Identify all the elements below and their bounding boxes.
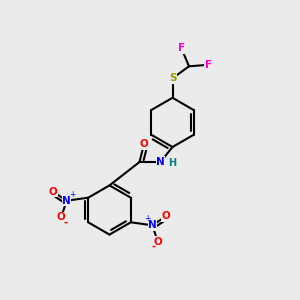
- Text: +: +: [144, 214, 150, 223]
- Text: S: S: [169, 73, 176, 83]
- Text: O: O: [57, 212, 66, 222]
- Text: O: O: [49, 187, 58, 197]
- Text: O: O: [161, 211, 170, 221]
- Text: O: O: [153, 237, 162, 247]
- Text: -: -: [152, 242, 156, 252]
- Text: N: N: [62, 196, 71, 206]
- Text: O: O: [140, 139, 148, 149]
- Text: N: N: [148, 220, 157, 230]
- Text: F: F: [178, 43, 185, 53]
- Text: F: F: [205, 60, 212, 70]
- Text: N: N: [156, 157, 165, 167]
- Text: H: H: [168, 158, 176, 169]
- Text: -: -: [63, 218, 67, 228]
- Text: +: +: [69, 190, 75, 199]
